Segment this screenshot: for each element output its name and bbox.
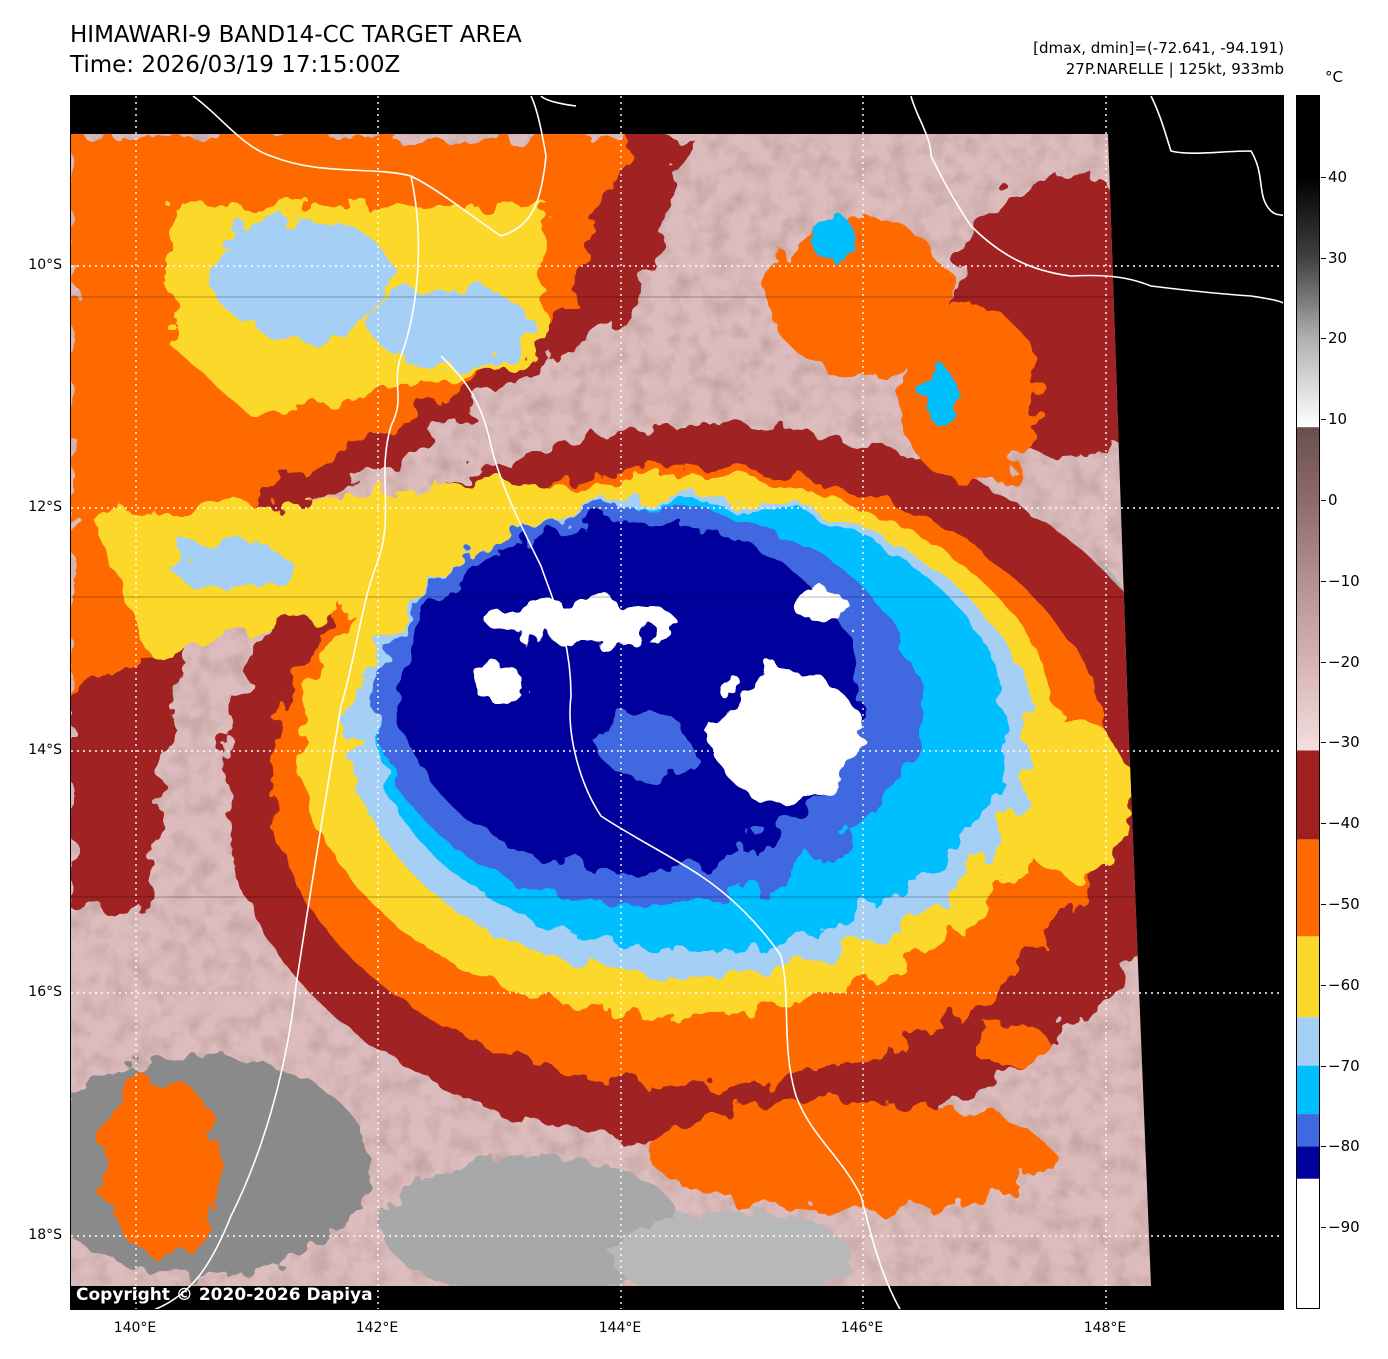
colorbar-tick-label: −40 [1328,814,1360,833]
colorbar-tick [1321,580,1326,582]
colorbar-tick-label: 40 [1328,167,1348,186]
colorbar-band-6 [1297,839,1319,937]
colorbar-band-7 [1297,750,1319,840]
colorbar-tick [1321,823,1326,825]
colorbar-tick [1321,984,1326,986]
lat-label-14s: 14°S [28,742,62,758]
colorbar-tick [1321,742,1326,744]
chart-time: Time: 2026/03/19 17:15:00Z [70,52,401,78]
colorbar-band-3 [1297,1065,1319,1115]
colorbar-tick-label: −10 [1328,571,1360,590]
colorbar-tick-label: 0 [1328,491,1338,509]
colorbar-tick-label: −30 [1328,733,1360,752]
colorbar-band-0 [1297,1178,1319,1308]
colorbar-band-4 [1297,1017,1319,1066]
colorbar-tick [1321,419,1326,421]
chart-title: HIMAWARI-9 BAND14-CC TARGET AREA [70,22,522,48]
lat-label-10s: 10°S [28,257,62,273]
lon-label-142e: 142°E [355,1320,399,1336]
colorbar [1296,95,1320,1309]
colorbar-scale [1297,96,1319,1308]
storm-info: 27P.NARELLE | 125kt, 933mb [1065,60,1284,78]
lon-label-140e: 140°E [113,1320,157,1336]
cold-cloud-shield [71,136,1151,1256]
lat-label-12s: 12°S [28,499,62,515]
lat-label-16s: 16°S [28,984,62,1000]
colorbar-tick-label: −20 [1328,652,1360,671]
colorbar-tick-label: 30 [1328,248,1348,267]
colorbar-tick-label: −60 [1328,975,1360,994]
colorbar-tick [1321,176,1326,178]
colorbar-band-5 [1297,936,1319,1018]
cloud-top-temperature-field [71,134,1151,1286]
lon-label-144e: 144°E [598,1320,642,1336]
lon-label-146e: 146°E [840,1320,884,1336]
lat-label-18s: 18°S [28,1227,62,1243]
lon-label-148e: 148°E [1083,1320,1127,1336]
colorbar-tick-label: −70 [1328,1056,1360,1075]
colorbar-tick [1321,661,1326,663]
colorbar-tick-label: −80 [1328,1137,1360,1156]
colorbar-tick-label: −90 [1328,1218,1360,1237]
copyright-notice: Copyright © 2020-2026 Dapiya [76,1285,373,1305]
coastlines [153,96,1283,1309]
satellite-map [70,95,1284,1310]
colorbar-band-1 [1297,1146,1319,1179]
colorbar-tick [1321,1146,1326,1148]
sensor-rows [71,296,1151,898]
colorbar-tick [1321,1227,1326,1229]
colorbar-tick [1321,1065,1326,1067]
colorbar-tick-label: −50 [1328,895,1360,913]
colorbar-tick-label: 20 [1328,329,1348,348]
colorbar-tick [1321,500,1326,501]
colorbar-gradient [1297,96,1319,751]
lat-lon-grid [71,96,1283,1309]
dmax-dmin-stats: [dmax, dmin]=(-72.641, -94.191) [1033,39,1284,57]
colorbar-unit: °C [1325,68,1343,86]
colorbar-band-2 [1297,1114,1319,1147]
satellite-imagery [71,96,1283,1309]
colorbar-tick [1321,257,1326,259]
colorbar-tick-label: 10 [1328,410,1348,429]
colorbar-tick [1321,904,1326,905]
colorbar-tick [1321,338,1326,340]
